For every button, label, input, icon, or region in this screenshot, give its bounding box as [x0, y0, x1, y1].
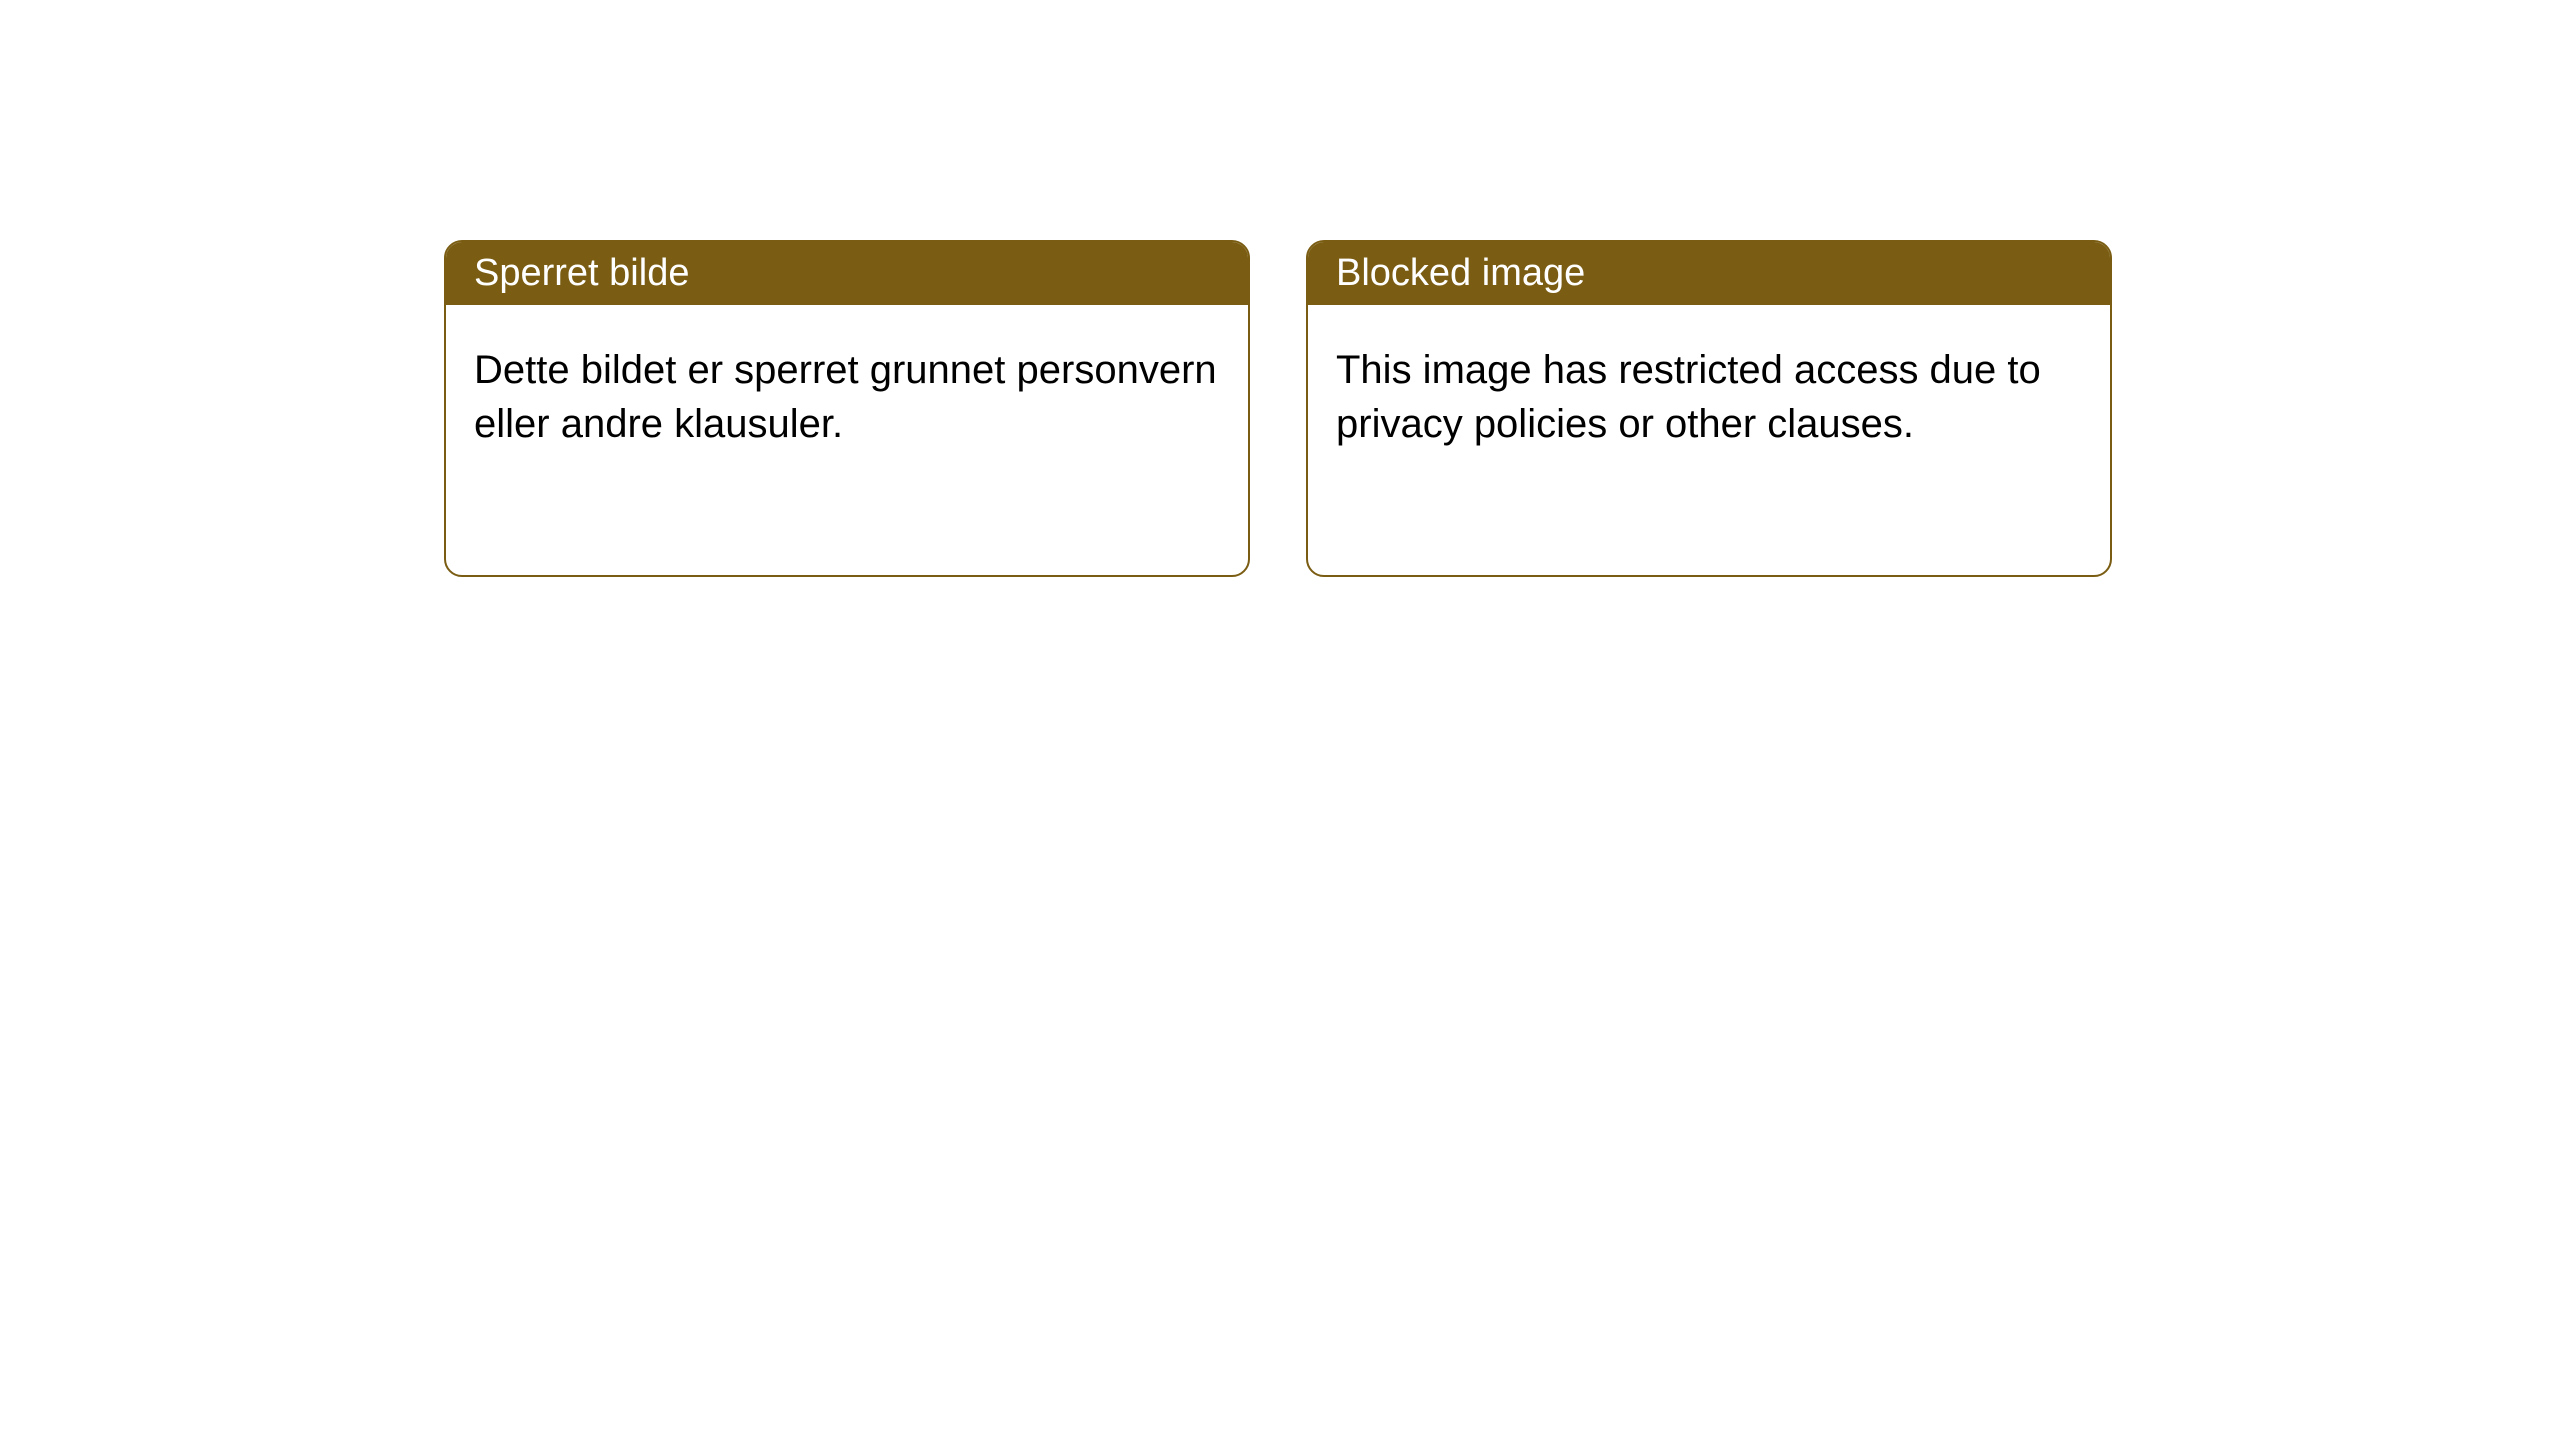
notice-title-english: Blocked image: [1308, 242, 2110, 305]
notice-card-norwegian: Sperret bilde Dette bildet er sperret gr…: [444, 240, 1250, 577]
notice-card-english: Blocked image This image has restricted …: [1306, 240, 2112, 577]
notice-body-english: This image has restricted access due to …: [1308, 305, 2110, 575]
notice-title-norwegian: Sperret bilde: [446, 242, 1248, 305]
notice-body-norwegian: Dette bildet er sperret grunnet personve…: [446, 305, 1248, 575]
notice-container: Sperret bilde Dette bildet er sperret gr…: [0, 0, 2560, 577]
